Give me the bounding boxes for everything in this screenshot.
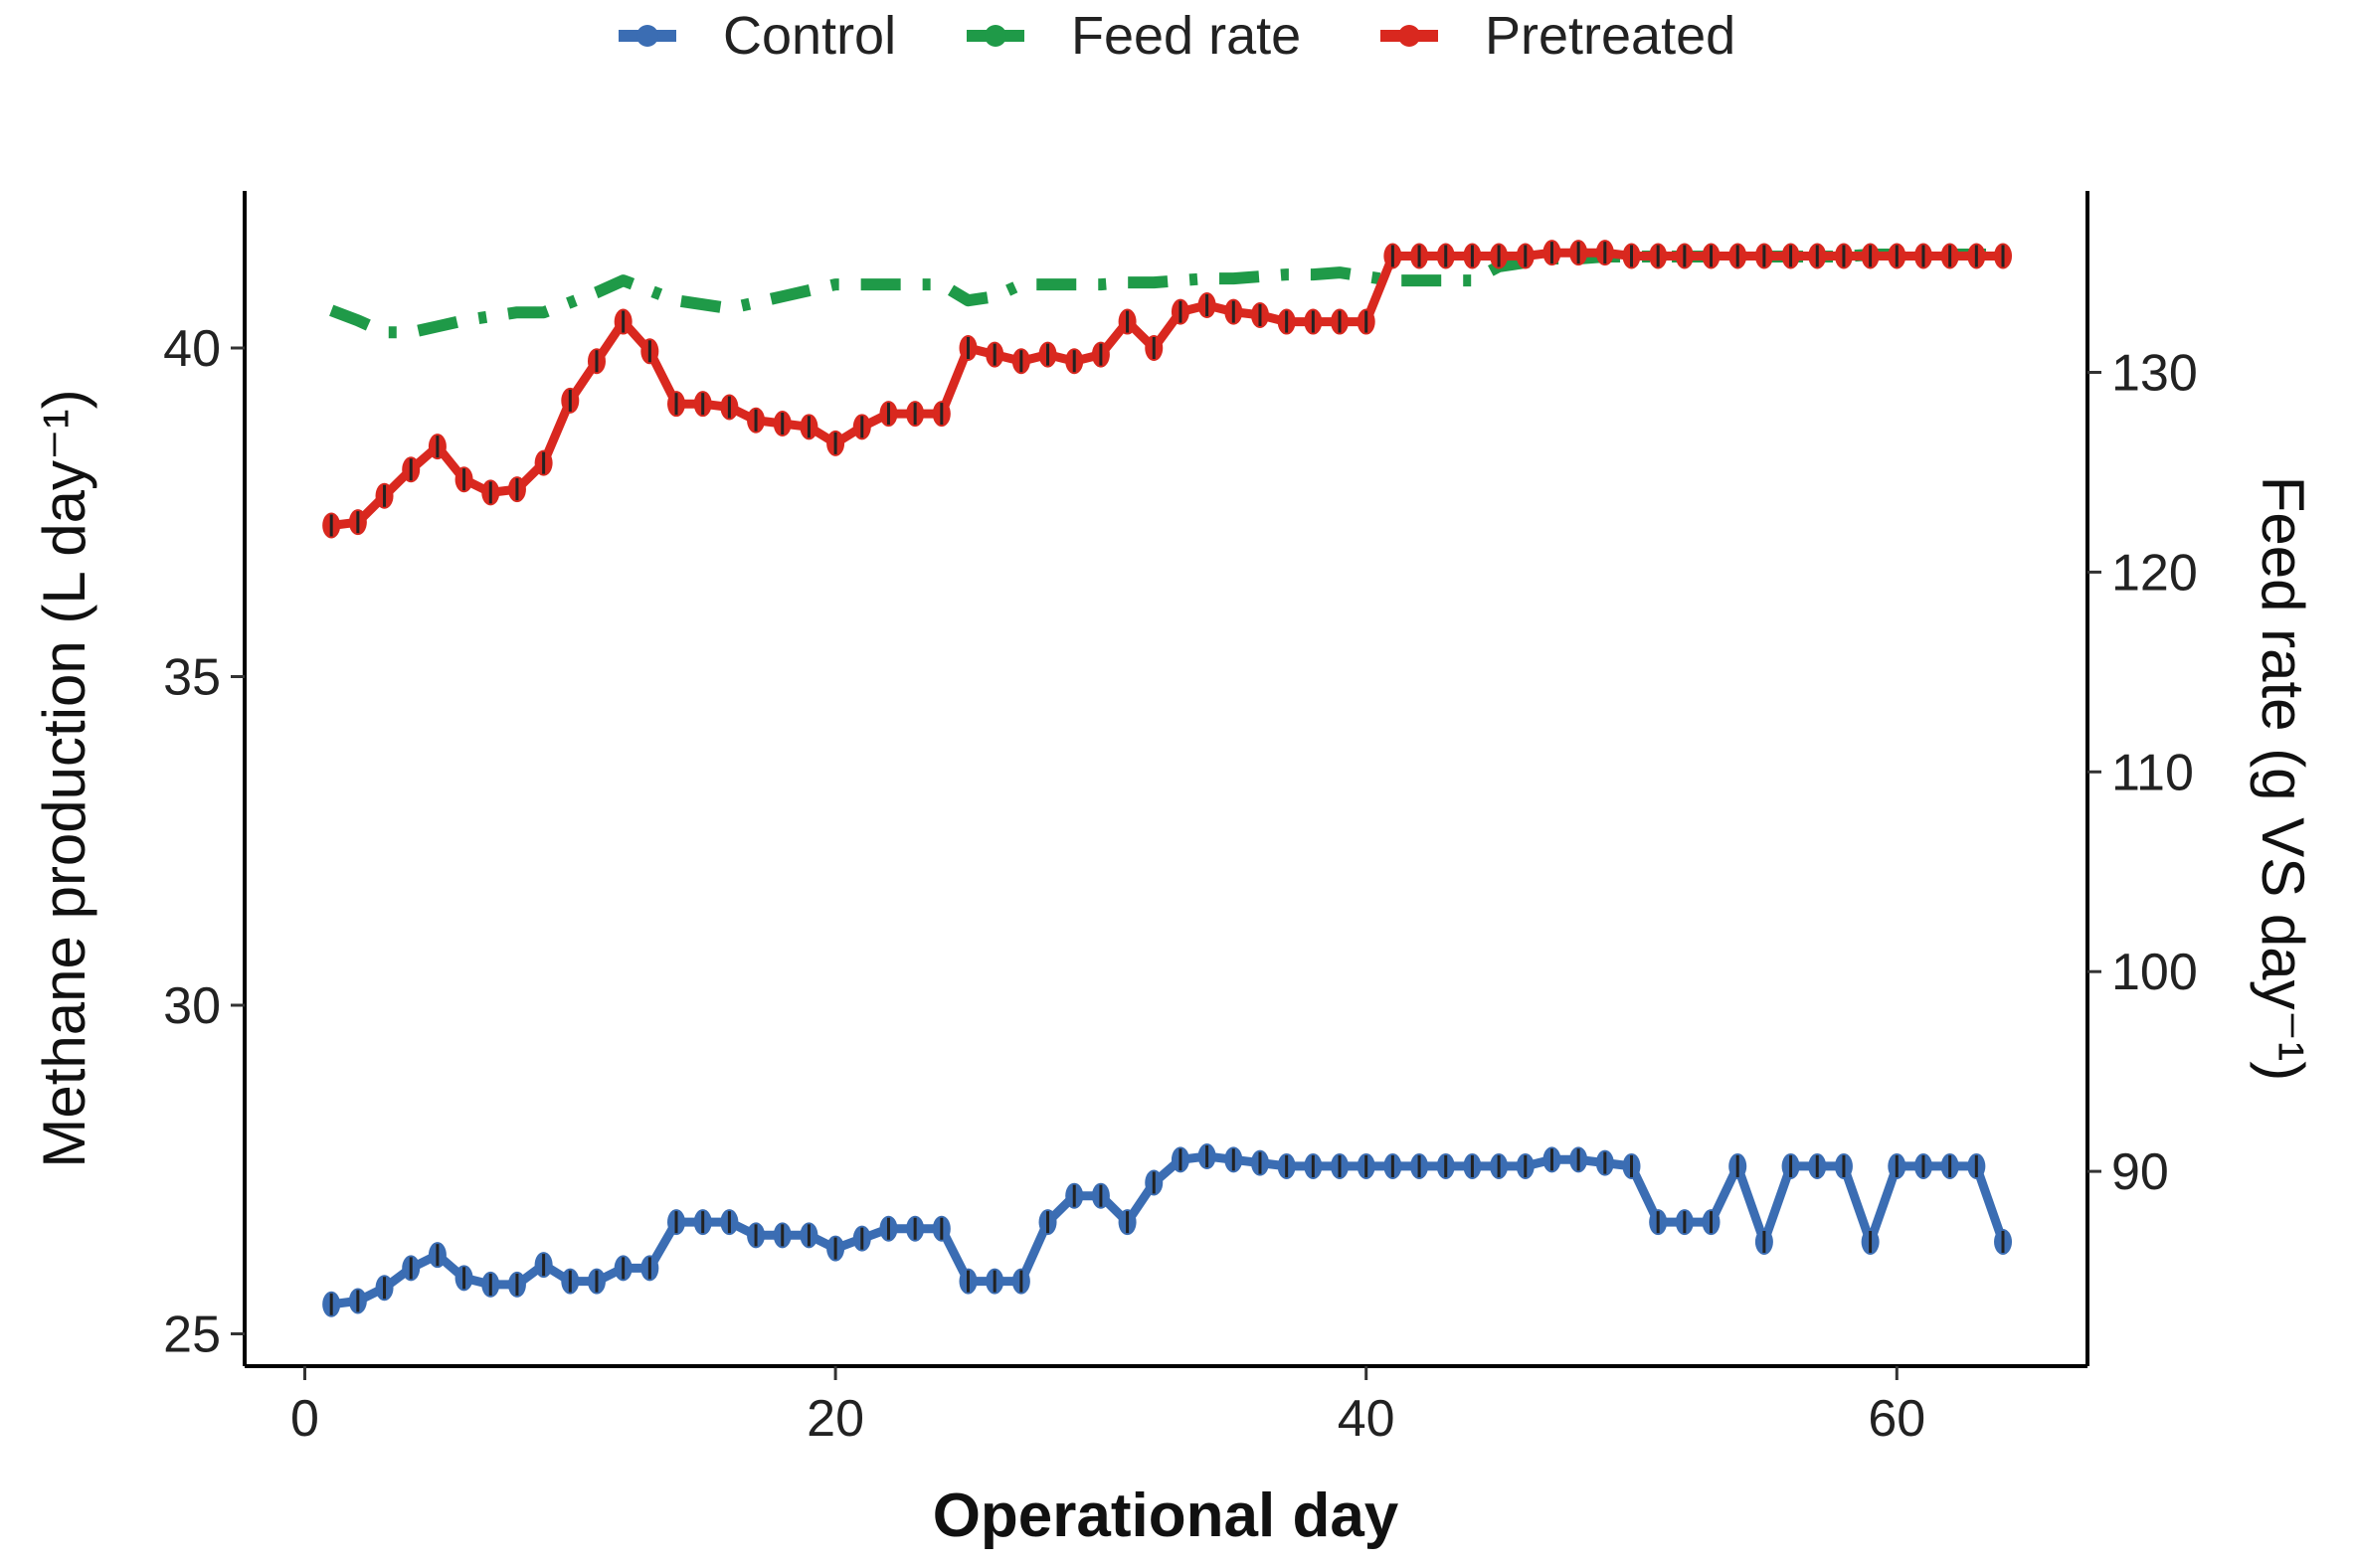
y2-axis-title: Feed rate (g VS day⁻¹) xyxy=(2250,476,2316,1082)
legend-key-point xyxy=(1398,25,1420,47)
legend-key-point xyxy=(636,25,658,47)
x-tick-label: 60 xyxy=(1868,1390,1925,1448)
feed-rate-line xyxy=(329,249,2003,339)
y-tick-label: 30 xyxy=(163,977,221,1035)
y2-tick-label: 100 xyxy=(2111,944,2198,1001)
legend-item-feed-rate: Feed rate xyxy=(967,6,1301,66)
x-axis-title: Operational day xyxy=(933,1481,1399,1550)
plot-area xyxy=(322,240,2013,1317)
y2-tick-label: 110 xyxy=(2111,744,2194,801)
legend-label: Control xyxy=(723,6,896,66)
legend-label: Pretreated xyxy=(1485,6,1735,66)
y-tick-label: 40 xyxy=(163,320,221,378)
y-tick-label: 25 xyxy=(163,1307,221,1364)
legend-key-point xyxy=(985,25,1006,47)
axes: 0 20 40 60 25 30 35 40 90 100 110 120 130 xyxy=(163,191,2198,1448)
legend-item-control: Control xyxy=(619,6,896,66)
y-tick-label: 35 xyxy=(163,649,221,707)
legend-item-pretreated: Pretreated xyxy=(1380,6,1735,66)
y2-tick-label: 130 xyxy=(2111,345,2198,403)
legend-label: Feed rate xyxy=(1071,6,1301,66)
x-tick-label: 40 xyxy=(1338,1390,1395,1448)
legend: Control Feed rate Pretreated xyxy=(619,6,1735,66)
y2-tick-label: 120 xyxy=(2111,544,2198,602)
control-line xyxy=(330,1151,2008,1309)
x-tick-label: 0 xyxy=(290,1390,319,1448)
y2-tick-label: 90 xyxy=(2111,1143,2169,1201)
pretreated-line xyxy=(330,248,2003,530)
x-tick-label: 20 xyxy=(807,1390,864,1448)
y-axis-title: Methane production (L day⁻¹) xyxy=(31,389,97,1167)
